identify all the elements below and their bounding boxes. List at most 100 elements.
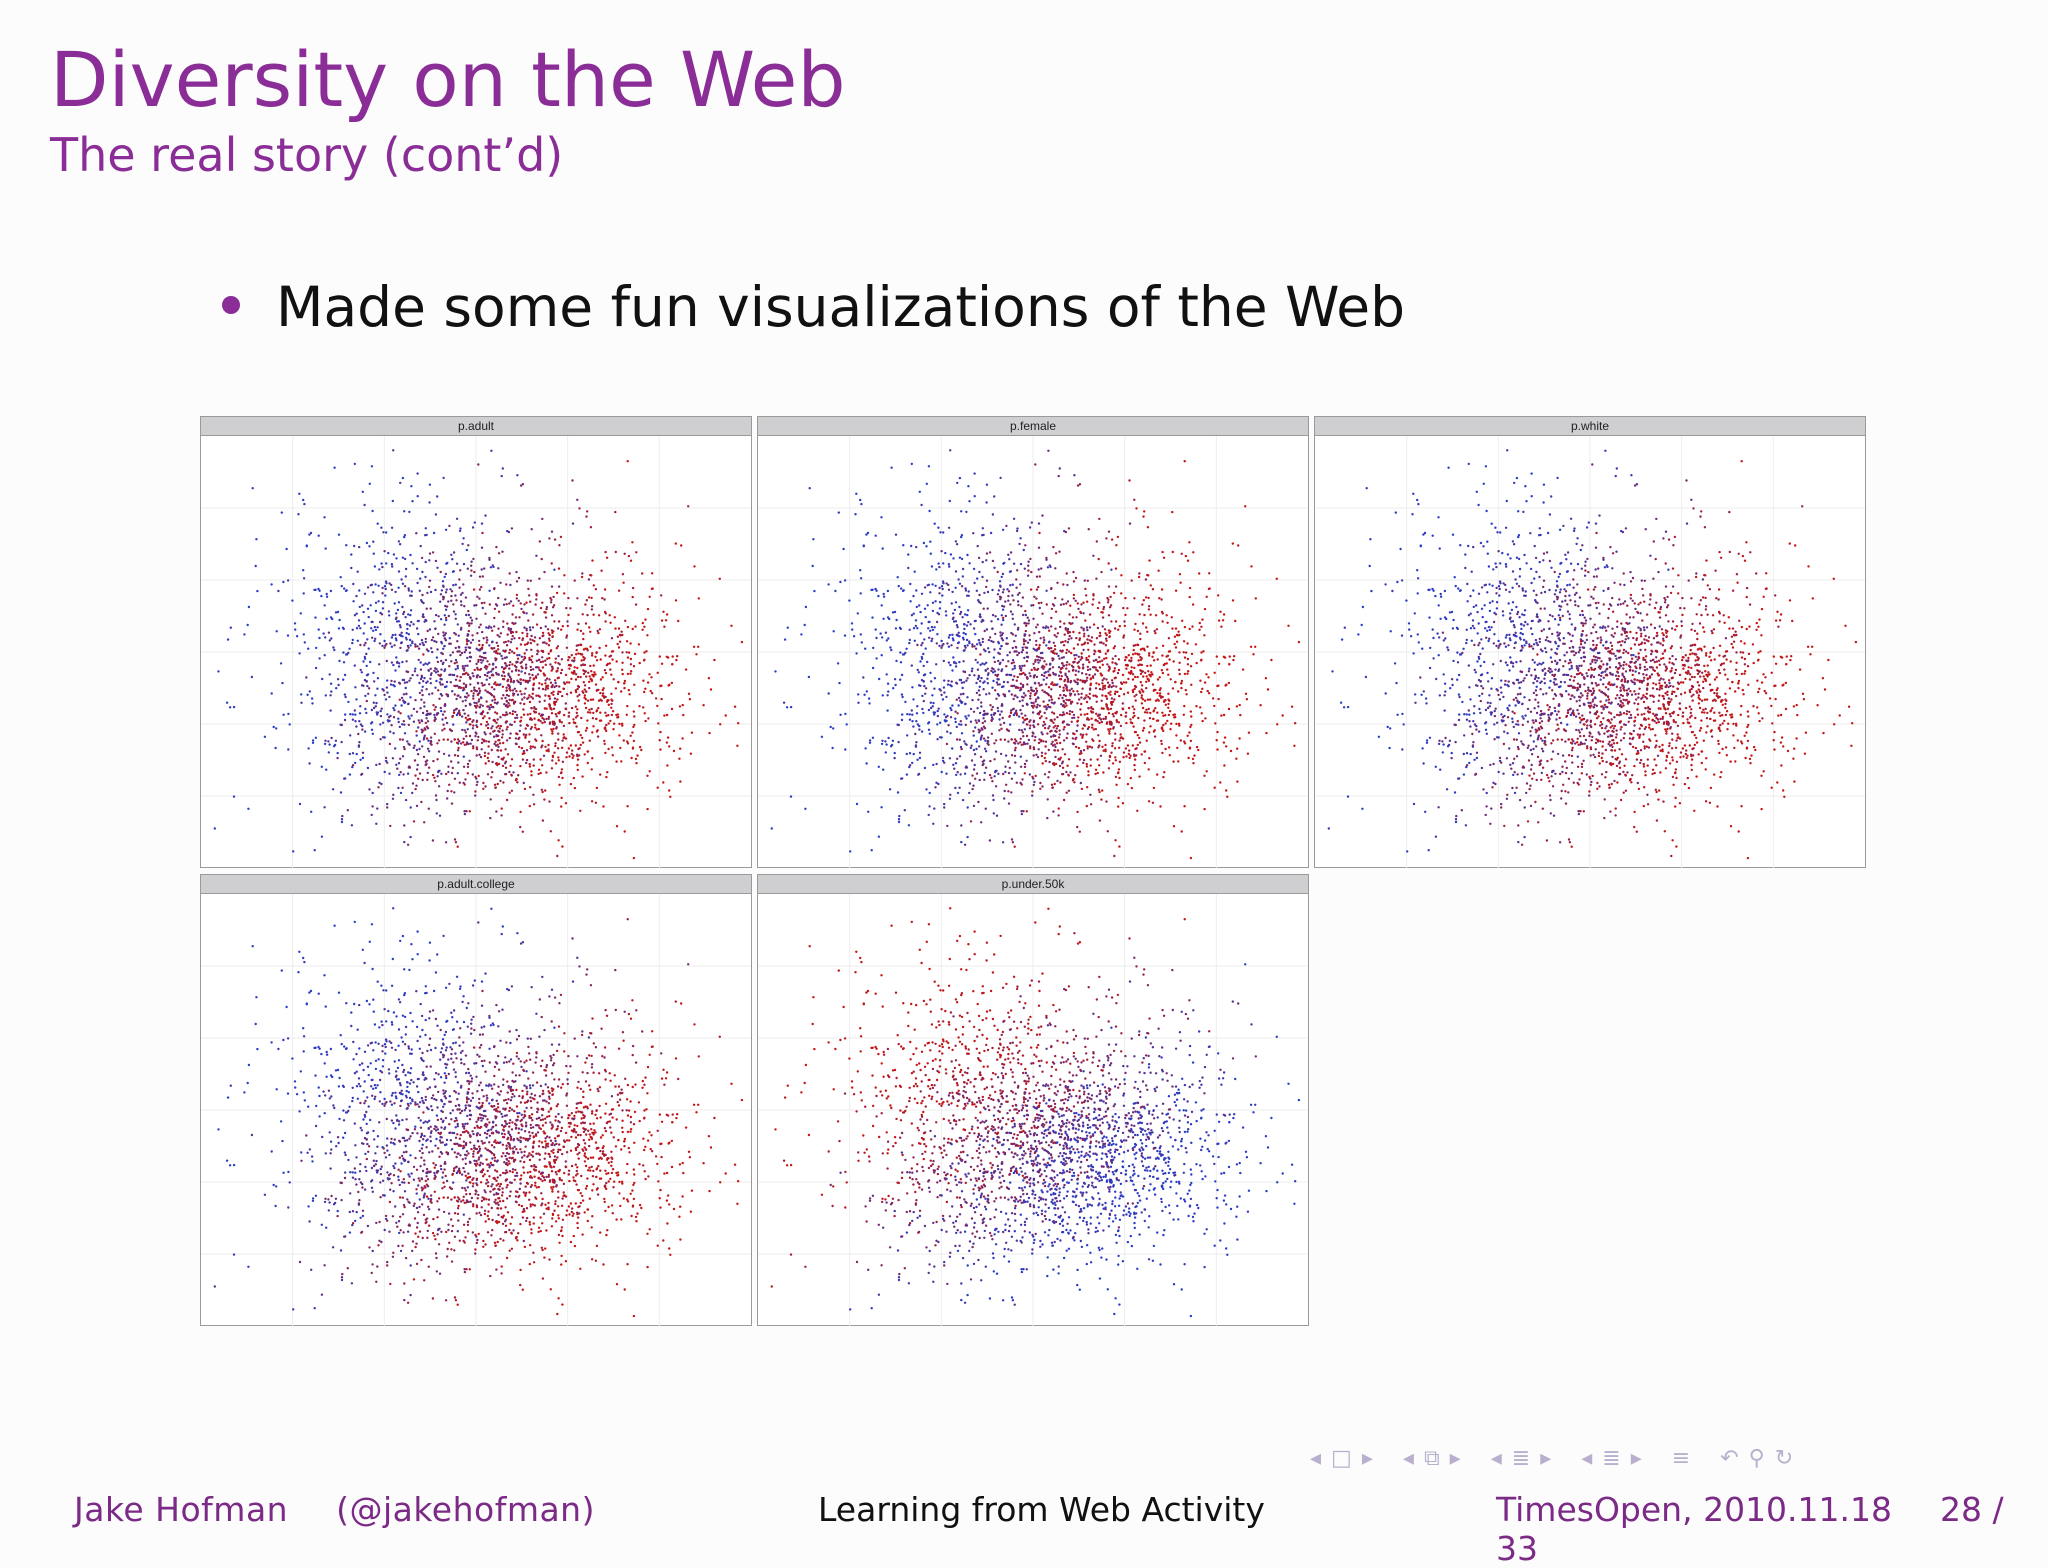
scatter-point	[311, 702, 313, 704]
scatter-point	[1133, 708, 1135, 710]
scatter-point	[400, 578, 402, 580]
scatter-point	[418, 682, 420, 684]
scatter-point	[542, 660, 544, 662]
scatter-point	[360, 669, 362, 671]
scatter-point	[1066, 723, 1068, 725]
scatter-point	[1233, 655, 1235, 657]
scatter-point	[1089, 794, 1091, 796]
scatter-point	[535, 555, 537, 557]
scatter-point	[1036, 588, 1038, 590]
scatter-point	[931, 565, 933, 567]
scatter-point	[1115, 567, 1117, 569]
scatter-point	[1225, 789, 1227, 791]
scatter-point	[1080, 752, 1082, 754]
scatter-point	[604, 728, 606, 730]
scatter-point	[1075, 674, 1077, 676]
scatter-point	[1015, 686, 1017, 688]
scatter-point	[968, 674, 970, 676]
scatter-point	[443, 670, 445, 672]
scatter-point	[537, 695, 539, 697]
scatter-point	[1139, 669, 1141, 671]
scatter-point	[643, 651, 645, 653]
scatter-point	[1003, 681, 1005, 683]
scatter-point	[417, 764, 419, 766]
scatter-point	[1066, 584, 1068, 586]
scatter-point	[466, 643, 468, 645]
scatter-point	[505, 583, 507, 585]
scatter-point	[568, 664, 570, 666]
scatter-point	[1075, 616, 1077, 618]
scatter-point	[913, 753, 915, 755]
scatter-point	[609, 668, 611, 670]
scatter-point	[1267, 688, 1269, 690]
scatter-point	[1089, 687, 1091, 689]
scatter-point	[533, 764, 535, 766]
scatter-point	[450, 595, 452, 597]
scatter-point	[562, 737, 564, 739]
scatter-point	[466, 665, 468, 667]
scatter-point	[1115, 677, 1117, 679]
scatter-point	[1090, 803, 1092, 805]
scatter-point	[1045, 692, 1047, 694]
scatter-point	[391, 636, 393, 638]
scatter-point	[501, 736, 503, 738]
scatter-point	[987, 744, 989, 746]
scatter-point	[480, 723, 482, 725]
scatter-point	[590, 699, 592, 701]
scatter-point	[550, 692, 552, 694]
scatter-point	[1118, 669, 1120, 671]
scatter-point	[537, 773, 539, 775]
scatter-point	[1110, 708, 1112, 710]
scatter-point	[1077, 602, 1079, 604]
scatter-point	[1150, 671, 1152, 673]
scatter-point	[432, 636, 434, 638]
scatter-point	[550, 599, 552, 601]
scatter-point	[1018, 652, 1020, 654]
scatter-point	[1147, 597, 1149, 599]
scatter-point	[595, 718, 597, 720]
scatter-point	[986, 580, 988, 582]
scatter-point	[1187, 658, 1189, 660]
scatter-point	[556, 855, 558, 857]
scatter-point	[1162, 776, 1164, 778]
scatter-point	[784, 638, 786, 640]
scatter-point	[448, 525, 450, 527]
scatter-point	[1081, 688, 1083, 690]
scatter-point	[1146, 646, 1148, 648]
scatter-point	[381, 566, 383, 568]
scatter-point	[597, 735, 599, 737]
scatter-point	[1093, 666, 1095, 668]
scatter-point	[1203, 808, 1205, 810]
scatter-point	[467, 743, 469, 745]
scatter-point	[524, 788, 526, 790]
scatter-point	[856, 803, 858, 805]
scatter-point	[482, 705, 484, 707]
scatter-point	[630, 560, 632, 562]
scatter-point	[914, 640, 916, 642]
scatter-point	[452, 603, 454, 605]
scatter-point	[1125, 722, 1127, 724]
scatter-point	[1076, 765, 1078, 767]
scatter-point	[1082, 681, 1084, 683]
scatter-point	[521, 639, 523, 641]
scatter-point	[548, 638, 550, 640]
scatter-point	[1051, 741, 1053, 743]
scatter-point	[604, 712, 606, 714]
scatter-point	[372, 733, 374, 735]
scatter-point	[1013, 640, 1015, 642]
scatter-point	[333, 649, 335, 651]
scatter-point	[1192, 762, 1194, 764]
scatter-point	[565, 702, 567, 704]
scatter-point	[620, 760, 622, 762]
scatter-point	[545, 750, 547, 752]
scatter-point	[461, 715, 463, 717]
scatter-point	[577, 758, 579, 760]
scatter-point	[1223, 656, 1225, 658]
scatter-point	[1063, 530, 1065, 532]
scatter-point	[315, 647, 317, 649]
scatter-point	[976, 577, 978, 579]
scatter-point	[1059, 686, 1061, 688]
scatter-point	[586, 614, 588, 616]
scatter-point	[1160, 740, 1162, 742]
scatter-point	[1002, 685, 1004, 687]
